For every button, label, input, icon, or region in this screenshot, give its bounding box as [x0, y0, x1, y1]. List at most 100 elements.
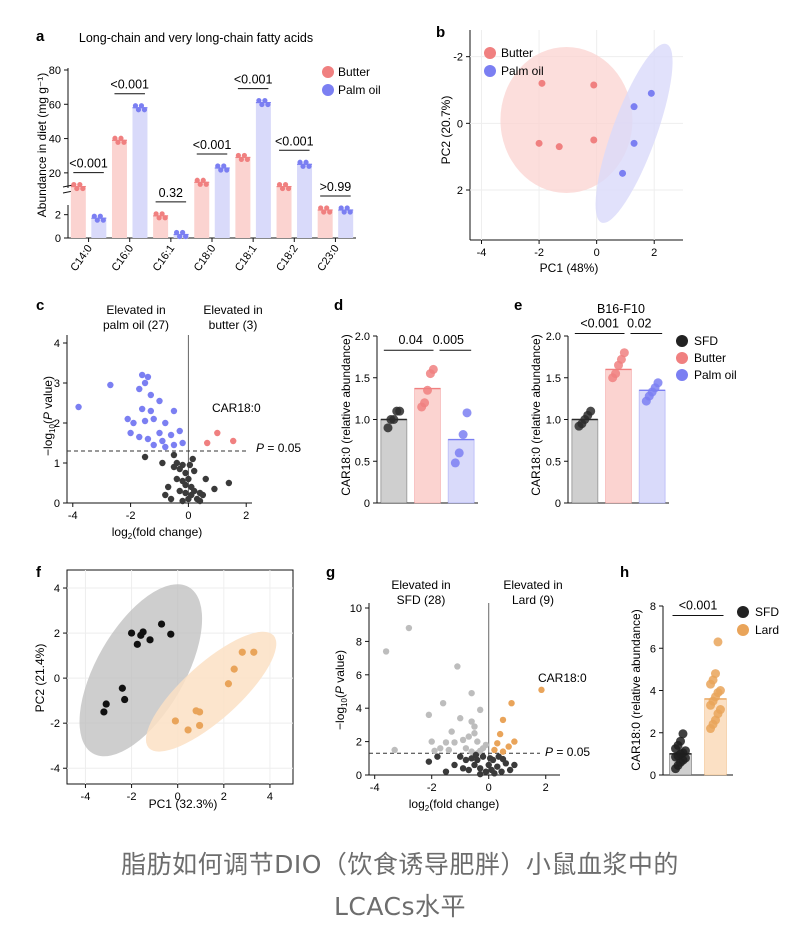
a-bar-butter: [111, 140, 127, 238]
g-ytick-label: 8: [356, 636, 362, 648]
d-replicate-dot: [454, 448, 464, 458]
panel-e-ylabel: CAR18:0 (relative abundance): [529, 334, 543, 495]
a-ytick-label: 20: [49, 168, 61, 180]
b-point-butter: [590, 136, 598, 144]
a-replicate-dot: [238, 156, 244, 163]
g-point-lard: [494, 740, 501, 747]
c-point-palm: [141, 379, 149, 387]
g-ytick-label: 4: [356, 703, 362, 715]
b-xtick-label: -4: [477, 247, 487, 259]
d-replicate-dot: [462, 408, 472, 418]
c-point-palm: [144, 373, 152, 381]
a-replicate-dot: [162, 215, 168, 221]
g-point-ns: [482, 768, 490, 775]
panel-c-annot-left-1: Elevated in: [106, 303, 165, 317]
c-point-ns: [182, 469, 189, 477]
legend-butter-dot: [322, 66, 334, 78]
a-replicate-dot: [194, 177, 200, 183]
a-replicate-dot: [183, 233, 189, 240]
panel-g-highlight-label: CAR18:0: [538, 671, 587, 685]
e-bar-sfd: [571, 419, 599, 504]
a-replicate-dot: [94, 217, 100, 223]
legend-lard-dot: [737, 624, 749, 636]
g-point-sfd: [448, 728, 455, 735]
c-point-palm: [162, 419, 169, 427]
a-replicate-dot: [112, 135, 118, 141]
a-replicate-dot: [321, 209, 327, 215]
h-replicate-dot: [678, 729, 688, 739]
panel-h-ylabel: CAR18:0 (relative abundance): [629, 609, 643, 770]
c-point-ns: [202, 475, 209, 483]
a-replicate-dot: [153, 211, 159, 217]
legend-butter-label: Butter: [338, 65, 370, 79]
g-point-sfd: [465, 733, 472, 740]
g-point-sfd: [439, 699, 447, 707]
a-pvalue-label: <0.001: [69, 157, 108, 171]
g-point-sfd: [476, 706, 484, 714]
a-replicate-dot: [224, 167, 230, 173]
c-point-palm: [130, 419, 137, 427]
d-ytick-label: 0: [364, 498, 370, 510]
a-xtick-label: C16:0: [110, 243, 137, 274]
g-point-lard: [499, 716, 507, 724]
d-replicate-dot: [389, 415, 399, 424]
panel-f-letter: f: [36, 564, 42, 581]
legend-butter-dot: [484, 47, 496, 59]
panel-h-letter: h: [620, 564, 629, 581]
a-replicate-dot: [132, 103, 139, 109]
b-xtick-label: 0: [594, 247, 600, 259]
d-replicate-dot: [423, 385, 432, 395]
c-point-ns: [164, 483, 172, 491]
f-point-lard: [196, 721, 204, 730]
f-xtick-label: 0: [175, 791, 181, 803]
panel-e: e B16-F10 CAR18:0 (relative abundance) 0…: [514, 297, 737, 510]
panel-c: c Elevated in palm oil (27) Elevated in …: [36, 297, 301, 541]
g-point-ns: [474, 756, 481, 764]
c-point-palm: [162, 443, 169, 451]
b-point-palm: [630, 139, 638, 147]
legend-palm-dot: [484, 65, 496, 77]
a-replicate-dot: [341, 209, 347, 215]
c-ytick-label: 2: [54, 418, 60, 430]
c-point-palm: [159, 437, 166, 445]
a-bar-butter: [153, 215, 169, 238]
a-pvalue-label: <0.001: [234, 73, 273, 87]
legend-palm-dot: [322, 84, 334, 96]
a-replicate-dot: [265, 101, 271, 108]
g-ytick-label: 0: [356, 770, 362, 782]
f-ellipse-sfd: [79, 584, 203, 757]
a-replicate-dot: [344, 205, 350, 211]
panel-c-annot-right-1: Elevated in: [203, 303, 262, 317]
a-xtick-label: C18:2: [274, 243, 301, 274]
b-point-palm: [630, 103, 638, 111]
c-point-ns: [211, 485, 218, 493]
g-xtick-label: -4: [370, 782, 380, 794]
a-replicate-dot: [303, 159, 309, 165]
a-axis-break-1: [62, 184, 74, 188]
c-point-palm: [141, 417, 149, 425]
b-point-butter: [538, 79, 546, 87]
panel-b-legend: Butter Palm oil: [484, 46, 544, 78]
a-xtick-label: C14:0: [68, 243, 95, 274]
c-point-palm: [138, 405, 146, 413]
h-replicate-dot: [711, 669, 720, 679]
f-point-sfd: [102, 700, 110, 708]
f-point-sfd: [157, 620, 166, 628]
e-ytick-label: 2.0: [546, 331, 561, 343]
f-point-sfd: [133, 640, 141, 648]
g-point-ns: [457, 753, 464, 760]
g-point-ns: [451, 761, 458, 769]
f-ytick-label: 0: [54, 673, 60, 685]
panel-e-title: B16-F10: [597, 302, 645, 316]
a-replicate-dot: [100, 217, 106, 223]
c-point-palm: [147, 391, 155, 399]
f-point-lard: [196, 708, 204, 716]
c-point-ns: [179, 497, 186, 505]
a-replicate-dot: [327, 209, 333, 215]
a-replicate-dot: [279, 185, 286, 192]
c-point-palm: [150, 415, 157, 423]
f-xtick-label: -2: [127, 791, 137, 803]
g-point-sfd: [471, 730, 478, 737]
d-replicate-dot: [458, 430, 468, 440]
a-replicate-dot: [262, 97, 268, 104]
